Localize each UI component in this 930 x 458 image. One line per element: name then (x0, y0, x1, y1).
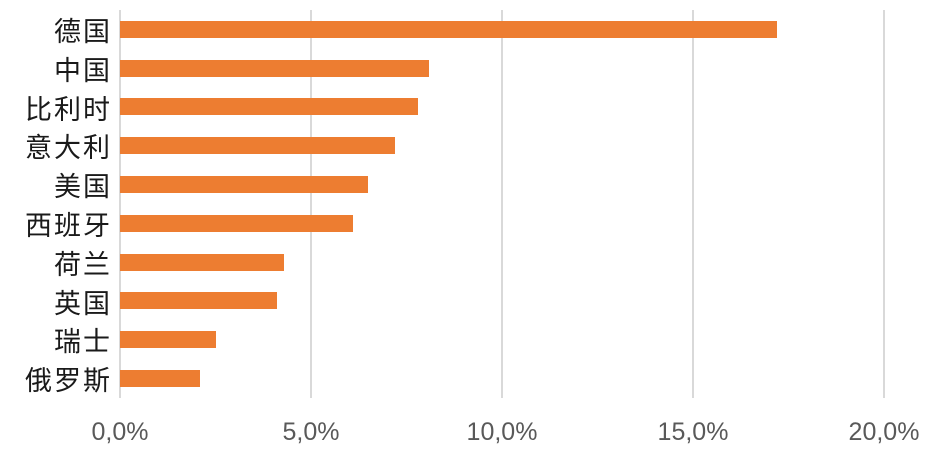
bar-中国[interactable] (120, 59, 430, 77)
category-label-英国: 英国 (54, 288, 112, 319)
bar-row (120, 88, 884, 127)
bar-英国[interactable] (120, 292, 277, 310)
bar-row (120, 165, 884, 204)
bar-row (120, 204, 884, 243)
bar-俄罗斯[interactable] (120, 370, 201, 388)
category-label-荷兰: 荷兰 (54, 249, 112, 280)
bar-row (120, 10, 884, 49)
x-tick-label-5: 5,0% (282, 418, 340, 446)
bar-比利时[interactable] (120, 98, 418, 116)
category-label-美国: 美国 (54, 172, 112, 203)
category-label-德国: 德国 (54, 16, 112, 47)
bar-西班牙[interactable] (120, 214, 354, 232)
value-axis-labels: 0,0% 5,0% 10,0% 15,0% 20,0% (0, 416, 930, 450)
category-label-意大利: 意大利 (25, 133, 112, 164)
bar-rows (120, 10, 884, 398)
category-label-西班牙: 西班牙 (25, 210, 112, 241)
bar-row (120, 359, 884, 398)
gridline-10 (501, 10, 503, 398)
x-tick-label-0: 0,0% (91, 418, 149, 446)
category-axis-labels: 德国中国比利时意大利美国西班牙荷兰英国瑞士俄罗斯 (0, 10, 112, 398)
gridline-5 (310, 10, 312, 398)
bar-row (120, 243, 884, 282)
category-label-瑞士: 瑞士 (54, 327, 112, 358)
category-label-比利时: 比利时 (25, 94, 112, 125)
bar-美国[interactable] (120, 176, 369, 194)
value-axis-line (119, 10, 121, 398)
bar-row (120, 126, 884, 165)
x-tick-label-20: 20,0% (848, 418, 920, 446)
gridline-15 (692, 10, 694, 398)
bar-德国[interactable] (120, 20, 778, 38)
plot-area (119, 10, 885, 398)
bar-row (120, 282, 884, 321)
category-label-中国: 中国 (54, 55, 112, 86)
x-tick-label-10: 10,0% (466, 418, 538, 446)
bar-row (120, 320, 884, 359)
bar-荷兰[interactable] (120, 253, 285, 271)
bar-row (120, 49, 884, 88)
bar-意大利[interactable] (120, 137, 396, 155)
x-tick-label-15: 15,0% (657, 418, 729, 446)
category-label-俄罗斯: 俄罗斯 (25, 366, 112, 397)
bar-瑞士[interactable] (120, 331, 216, 349)
gridline-20 (883, 10, 885, 398)
